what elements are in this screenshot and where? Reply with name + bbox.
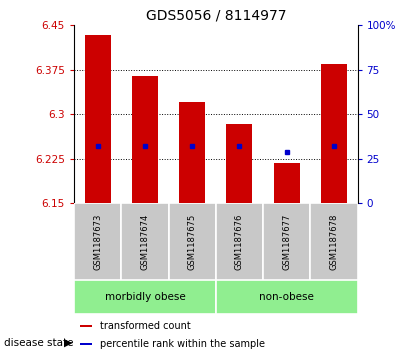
Text: GSM1187677: GSM1187677 <box>282 213 291 270</box>
Bar <box>263 203 310 280</box>
Bar <box>80 343 92 345</box>
Bar <box>169 203 216 280</box>
Bar <box>216 203 263 280</box>
Bar <box>310 203 358 280</box>
Text: GSM1187676: GSM1187676 <box>235 213 244 270</box>
Bar <box>132 76 158 203</box>
Bar <box>74 203 121 280</box>
Text: GSM1187675: GSM1187675 <box>188 213 196 269</box>
Text: percentile rank within the sample: percentile rank within the sample <box>99 339 265 349</box>
Title: GDS5056 / 8114977: GDS5056 / 8114977 <box>145 9 286 23</box>
Text: GSM1187678: GSM1187678 <box>330 213 338 270</box>
Bar <box>85 36 111 203</box>
Text: GSM1187673: GSM1187673 <box>93 213 102 270</box>
Bar <box>226 124 252 203</box>
Text: ▶: ▶ <box>64 338 72 348</box>
Bar <box>321 64 347 203</box>
Text: morbidly obese: morbidly obese <box>104 292 185 302</box>
Text: transformed count: transformed count <box>99 321 190 331</box>
Bar <box>74 280 216 314</box>
Bar <box>216 280 358 314</box>
Text: non-obese: non-obese <box>259 292 314 302</box>
Text: disease state: disease state <box>4 338 74 348</box>
Bar <box>121 203 169 280</box>
Bar <box>274 163 300 203</box>
Text: GSM1187674: GSM1187674 <box>141 213 149 269</box>
Bar <box>179 102 205 203</box>
Bar <box>80 325 92 327</box>
